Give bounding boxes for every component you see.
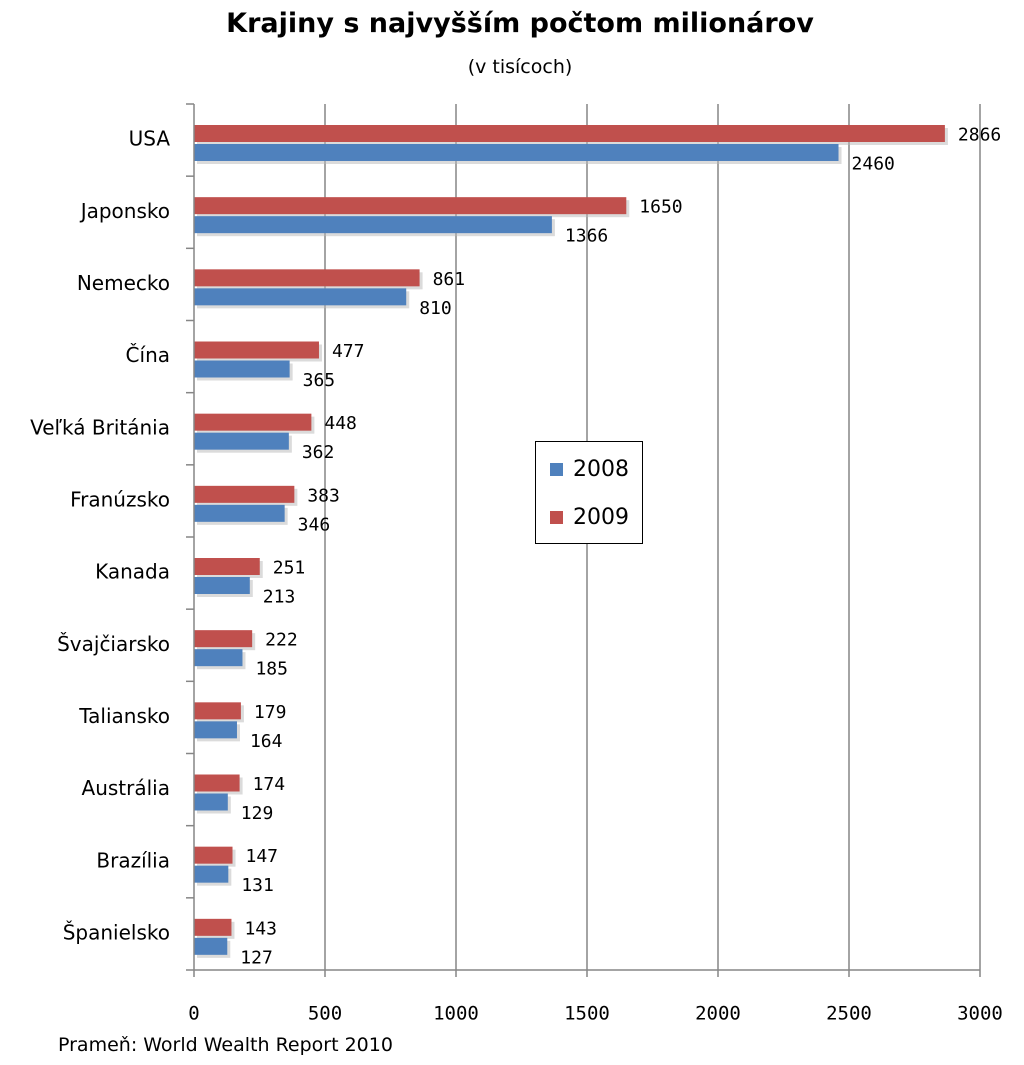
- bar-2009: [194, 918, 232, 936]
- data-label: 2460: [852, 154, 895, 175]
- data-label: 174: [253, 774, 286, 795]
- x-tick-label: 1000: [433, 1003, 479, 1025]
- category-label: Japonsko: [79, 199, 170, 223]
- x-tick-label: 3000: [957, 1003, 1003, 1025]
- bar-2008: [194, 793, 228, 811]
- x-tick-label: 1500: [564, 1003, 610, 1025]
- data-label: 213: [263, 587, 296, 608]
- data-label: 251: [273, 558, 306, 579]
- data-label: 185: [255, 659, 288, 680]
- bar-2009: [194, 630, 253, 648]
- data-label: 131: [241, 875, 274, 896]
- legend-label-2008: 2008: [573, 456, 629, 482]
- data-label: 1650: [639, 197, 682, 218]
- bar-2009: [194, 341, 319, 359]
- bar-2008: [194, 432, 289, 450]
- legend-item-2009: 2009: [550, 503, 629, 531]
- bar-2009: [194, 558, 260, 575]
- category-label: Taliansko: [78, 704, 170, 728]
- x-tick-label: 500: [308, 1003, 342, 1025]
- x-tick-label: 2000: [695, 1003, 741, 1025]
- data-label: 365: [303, 370, 336, 391]
- bar-2009: [194, 269, 420, 287]
- category-label: Franúzsko: [70, 487, 170, 511]
- data-label: 810: [419, 298, 452, 319]
- bar-2008: [194, 937, 228, 955]
- legend-label-2009: 2009: [573, 504, 629, 530]
- data-label: 164: [250, 731, 283, 752]
- data-label: 143: [244, 918, 277, 939]
- data-label: 477: [332, 341, 365, 362]
- bar-2008: [194, 865, 229, 883]
- category-label: Brazília: [96, 848, 170, 872]
- data-label: 127: [240, 947, 273, 968]
- legend-swatch-2009: [550, 510, 563, 524]
- bar-2009: [194, 846, 233, 864]
- category-label: Švajčiarsko: [57, 632, 170, 656]
- chart-subtitle: (v tisícoch): [467, 56, 573, 78]
- bar-2008: [194, 144, 839, 161]
- bar-2009: [194, 125, 945, 142]
- x-tick-label: 0: [188, 1003, 199, 1025]
- data-label: 222: [265, 630, 298, 651]
- legend: 2008 2009: [535, 441, 643, 544]
- bar-2008: [194, 216, 552, 234]
- bar-2009: [194, 413, 312, 431]
- bar-2008: [194, 577, 250, 594]
- data-label: 362: [302, 442, 335, 463]
- bar-2008: [194, 288, 407, 306]
- bar-2008: [194, 721, 237, 739]
- bar-2009: [194, 774, 240, 792]
- bar-2008: [194, 649, 243, 667]
- category-label: Čína: [126, 343, 170, 367]
- data-label: 346: [298, 514, 331, 535]
- data-label: 861: [433, 269, 466, 290]
- source-note: Prameň: World Wealth Report 2010: [58, 1034, 393, 1056]
- category-label: Veľká Británia: [30, 415, 170, 439]
- data-label: 383: [307, 485, 340, 506]
- bar-2009: [194, 197, 627, 215]
- data-label: 448: [324, 413, 357, 434]
- chart-title: Krajiny s najvyšším počtom milionárov: [226, 8, 814, 39]
- bar-2009: [194, 485, 295, 503]
- category-label: Austrália: [82, 776, 170, 800]
- bar-2008: [194, 504, 285, 522]
- category-label: Kanada: [95, 560, 170, 584]
- legend-item-2008: 2008: [550, 455, 629, 483]
- data-label: 2866: [958, 125, 1001, 146]
- category-label: USA: [129, 127, 171, 151]
- data-label: 129: [241, 803, 274, 824]
- category-label: Nemecko: [77, 271, 170, 295]
- category-label: Španielsko: [63, 920, 170, 944]
- bar-2008: [194, 360, 290, 378]
- data-label: 179: [254, 702, 287, 723]
- bar-2009: [194, 702, 241, 720]
- x-tick-label: 2500: [826, 1003, 872, 1025]
- legend-swatch-2008: [550, 462, 563, 476]
- data-label: 1366: [565, 226, 608, 247]
- data-label: 147: [246, 846, 279, 867]
